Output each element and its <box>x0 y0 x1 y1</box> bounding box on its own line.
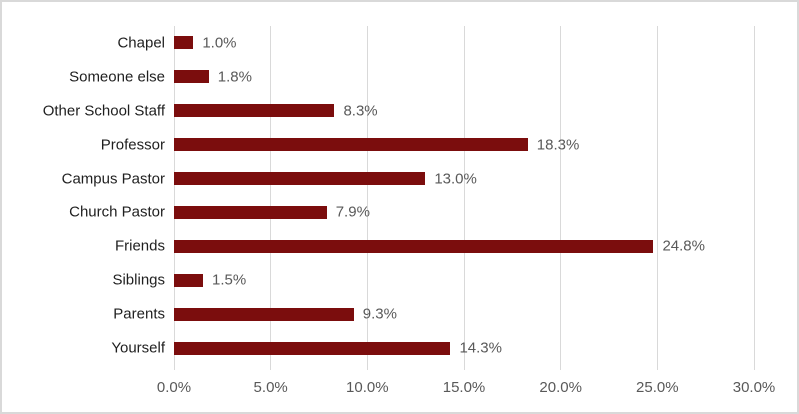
bar-parents <box>174 307 354 321</box>
category-label: Friends <box>114 237 165 255</box>
bar-friends <box>174 239 654 253</box>
x-axis-tick-label: 20.0% <box>539 379 582 396</box>
x-axis-tick-mark <box>753 365 755 370</box>
category-label: Siblings <box>112 271 165 289</box>
x-axis-tick-mark <box>463 365 465 370</box>
x-axis-tick-mark <box>366 365 368 370</box>
x-axis-tick-mark <box>270 365 272 370</box>
x-axis-tick-label: 10.0% <box>346 379 389 396</box>
category-label: Chapel <box>117 34 165 52</box>
x-axis-tick-label: 25.0% <box>636 379 679 396</box>
bar-someone-else <box>174 70 209 84</box>
x-axis-tick-mark <box>656 365 658 370</box>
data-label: 8.3% <box>343 102 378 120</box>
category-axis: Chapel Someone else Other School Staff Prof… <box>2 26 165 365</box>
data-label: 1.5% <box>212 271 247 289</box>
bar-yourself <box>174 341 451 355</box>
bar-campus-pastor <box>174 172 426 186</box>
value-axis: 0.0% 5.0% 10.0% 15.0% 20.0% 25.0% 30.0% <box>157 379 775 400</box>
gridline <box>560 26 562 365</box>
gridline <box>463 26 465 365</box>
bar-professor <box>174 138 528 152</box>
data-label: 24.8% <box>662 237 705 255</box>
data-label: 1.8% <box>217 68 252 86</box>
x-axis-tick-label: 5.0% <box>253 379 288 396</box>
bar-siblings <box>174 273 203 287</box>
x-axis-tick-mark <box>560 365 562 370</box>
category-label: Someone else <box>69 68 165 86</box>
bar-chapel <box>174 36 194 50</box>
gridline <box>270 26 272 365</box>
data-label: 18.3% <box>536 136 580 154</box>
bar-church-pastor <box>174 205 327 219</box>
plot-area: 1.0% 1.8% 8.3% 18.3% 13.0% 7.9% 24.8% 1.5% 9.3% 1… <box>173 26 755 370</box>
x-axis-tick-label: 30.0% <box>732 379 776 396</box>
category-label: Other School Staff <box>42 102 165 120</box>
gridline <box>656 26 658 365</box>
data-label: 1.0% <box>202 34 237 52</box>
category-label: Church Pastor <box>69 203 165 221</box>
x-axis-tick-mark <box>173 365 175 370</box>
x-axis-tick-label: 0.0% <box>156 379 192 396</box>
category-label: Professor <box>100 136 165 154</box>
category-label: Campus Pastor <box>61 170 165 188</box>
gridline <box>366 26 368 365</box>
category-label: Yourself <box>111 339 165 357</box>
bar-other-school-staff <box>174 104 335 118</box>
data-label: 9.3% <box>362 305 397 323</box>
data-label: 7.9% <box>335 203 370 221</box>
gridline <box>753 26 755 365</box>
gridline <box>173 26 175 365</box>
data-label: 13.0% <box>434 170 477 188</box>
x-axis-tick-label: 15.0% <box>442 379 486 396</box>
data-label: 14.3% <box>459 339 502 357</box>
category-label: Parents <box>113 305 165 323</box>
